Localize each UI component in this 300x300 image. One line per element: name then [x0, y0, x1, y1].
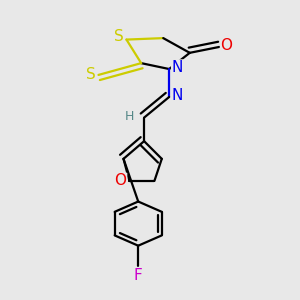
Text: N: N [172, 60, 183, 75]
Text: H: H [125, 110, 134, 123]
Text: F: F [134, 268, 142, 283]
Text: O: O [220, 38, 232, 53]
Text: S: S [86, 68, 96, 82]
Text: O: O [115, 173, 127, 188]
Text: N: N [172, 88, 183, 103]
Text: S: S [114, 29, 124, 44]
